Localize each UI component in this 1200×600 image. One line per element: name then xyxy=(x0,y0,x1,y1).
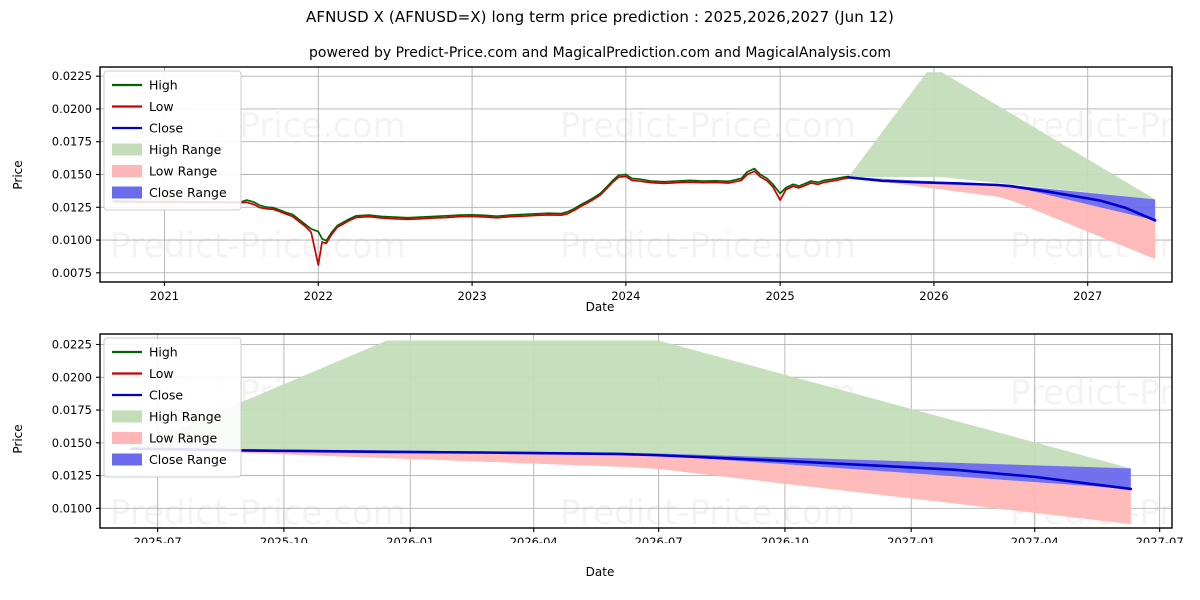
x-axis-ticks: 2021 2022 2023 2024 2025 2026 2027 xyxy=(150,282,1102,303)
svg-text:Close Range: Close Range xyxy=(149,185,227,200)
chart-legend: High Low Close High Range Low Range Close Ran… xyxy=(103,70,242,211)
legend-swatch-low-range xyxy=(112,165,142,177)
svg-text:Low Range: Low Range xyxy=(149,431,218,446)
svg-text:Low: Low xyxy=(149,366,174,381)
svg-text:Close: Close xyxy=(149,388,183,403)
svg-text:Predict-Price.com: Predict-Price.com xyxy=(560,226,856,266)
plot-frame xyxy=(99,333,1173,529)
svg-text:2026-01: 2026-01 xyxy=(386,535,434,543)
svg-text:2025-10: 2025-10 xyxy=(260,535,308,543)
svg-text:2025: 2025 xyxy=(765,289,794,303)
svg-text:High: High xyxy=(149,78,178,93)
top-chart-xaxis-label: Date xyxy=(585,300,615,314)
svg-text:Predict-Price.com: Predict-Price.com xyxy=(560,106,856,146)
svg-text:2026-07: 2026-07 xyxy=(635,535,683,543)
svg-text:2026-10: 2026-10 xyxy=(761,535,809,543)
svg-text:0.0125: 0.0125 xyxy=(52,200,92,214)
svg-text:Low: Low xyxy=(149,99,174,114)
svg-text:2023: 2023 xyxy=(457,289,486,303)
top-chart-svg: Predict-Price.com Predict-Price.com Predic… xyxy=(52,66,1173,303)
svg-text:2021: 2021 xyxy=(150,289,179,303)
band-low-range xyxy=(848,177,1156,260)
svg-text:0.0150: 0.0150 xyxy=(52,436,92,450)
svg-text:0.0225: 0.0225 xyxy=(52,337,92,351)
bottom-chart-svg: Predict-Price.com Predict-Price.com Predic… xyxy=(52,333,1200,543)
svg-text:Predict-Price.com: Predict-Price.com xyxy=(1010,373,1200,413)
series-lines xyxy=(112,167,1157,266)
page-subtitle: powered by Predict-Price.com and Magical… xyxy=(309,45,891,61)
svg-text:2026-04: 2026-04 xyxy=(510,535,558,543)
svg-text:2027: 2027 xyxy=(1073,289,1102,303)
chart-legend: High Low Close High Range Low Range Close Ran… xyxy=(103,337,242,478)
series-high xyxy=(112,167,850,242)
svg-text:0.0175: 0.0175 xyxy=(52,135,92,149)
y-axis-ticks: 0.0075 0.0100 0.0125 0.0150 0.0175 0.0200 0.02… xyxy=(52,69,100,280)
svg-text:High Range: High Range xyxy=(149,142,222,157)
bottom-chart-yaxis-label: Price xyxy=(11,424,25,454)
svg-text:2027-04: 2027-04 xyxy=(1011,535,1059,543)
svg-text:High Range: High Range xyxy=(149,409,222,424)
svg-text:Predict-Price.com: Predict-Price.com xyxy=(560,493,856,533)
svg-text:2025-07: 2025-07 xyxy=(134,535,182,543)
svg-text:2022: 2022 xyxy=(304,289,333,303)
legend-swatch-high-range xyxy=(112,410,142,423)
page-title: AFNUSD X (AFNUSD=X) long term price pred… xyxy=(306,8,894,26)
svg-text:Predict-Price.com: Predict-Price.com xyxy=(110,493,406,533)
band-high-range xyxy=(848,72,1156,200)
svg-text:2027-07: 2027-07 xyxy=(1136,535,1184,543)
bottom-chart-xaxis-label: Date xyxy=(585,565,615,579)
svg-text:Close Range: Close Range xyxy=(149,452,227,467)
bottom-chart-panel: Predict-Price.com Predict-Price.com Predic… xyxy=(0,328,1200,543)
svg-text:0.0150: 0.0150 xyxy=(52,168,92,182)
series-close xyxy=(130,447,1133,491)
series-low xyxy=(112,170,850,266)
top-chart-yaxis-label: Price xyxy=(11,160,25,190)
svg-text:0.0200: 0.0200 xyxy=(52,370,92,384)
svg-text:Low Range: Low Range xyxy=(149,164,218,179)
series-lines xyxy=(130,447,1133,491)
band-high-range xyxy=(131,340,1131,469)
svg-text:2024: 2024 xyxy=(611,289,640,303)
svg-text:Close: Close xyxy=(149,121,183,136)
svg-text:0.0225: 0.0225 xyxy=(52,69,92,83)
svg-text:0.0175: 0.0175 xyxy=(52,403,92,417)
svg-text:High: High xyxy=(149,345,178,360)
x-axis-ticks: 2025-07 2025-10 2026-01 2026-04 2026-07 2026-… xyxy=(134,528,1184,543)
svg-text:2027-01: 2027-01 xyxy=(887,535,935,543)
svg-text:0.0100: 0.0100 xyxy=(52,501,92,515)
legend-swatch-low-range xyxy=(112,432,142,444)
y-axis-ticks: 0.0100 0.0125 0.0150 0.0175 0.0200 0.0225 xyxy=(52,337,100,515)
svg-text:0.0075: 0.0075 xyxy=(52,266,92,280)
svg-text:2026: 2026 xyxy=(919,289,948,303)
band-low-range xyxy=(131,448,1131,525)
svg-text:0.0200: 0.0200 xyxy=(52,102,92,116)
svg-text:Predict-Price.com: Predict-Price.com xyxy=(110,226,406,266)
range-bands xyxy=(848,72,1156,260)
legend-swatch-high-range xyxy=(112,143,142,156)
top-chart-panel: Predict-Price.com Predict-Price.com Predic… xyxy=(0,60,1200,310)
legend-swatch-close-range xyxy=(112,186,142,199)
svg-text:0.0125: 0.0125 xyxy=(52,469,92,483)
svg-text:0.0100: 0.0100 xyxy=(52,233,92,247)
legend-swatch-close-range xyxy=(112,453,142,466)
series-close xyxy=(847,176,1157,222)
